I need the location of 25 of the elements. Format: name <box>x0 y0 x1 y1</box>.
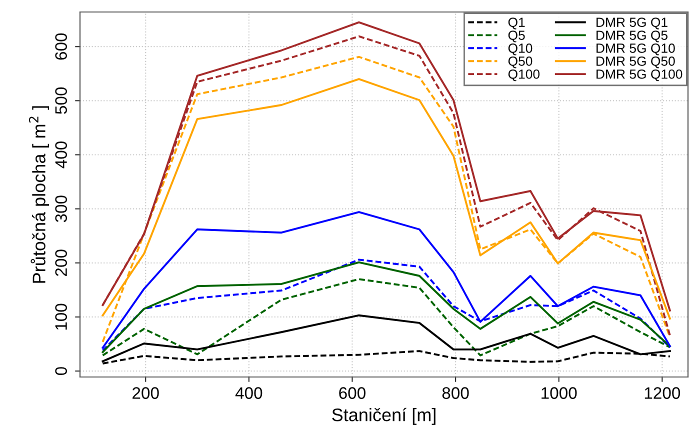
legend-label: Q1 <box>508 18 525 30</box>
legend-label: DMR 5G Q5 <box>596 30 668 42</box>
x-tick-label: 200 <box>132 387 159 399</box>
y-tick-label: 0 <box>55 367 67 376</box>
x-axis-title: Staničení [m] <box>332 408 436 425</box>
legend-label: Q50 <box>508 56 532 68</box>
x-tick-label: 1000 <box>542 387 577 399</box>
legend-label: Q10 <box>508 44 532 56</box>
x-tick-label: 1200 <box>644 387 680 399</box>
legend-label: Q100 <box>508 69 540 82</box>
y-tick-label: 200 <box>55 250 67 276</box>
y-tick-label: 400 <box>55 142 67 168</box>
y-tick-label: 600 <box>55 33 67 60</box>
x-tick-label: 800 <box>442 387 469 399</box>
y-axis-title: Průtočná plocha [ m$^{2}$ ] <box>28 106 49 283</box>
y-tick-label: 100 <box>55 304 67 330</box>
x-tick-label: 400 <box>235 387 262 399</box>
legend-label: DMR 5G Q1 <box>596 18 668 30</box>
x-tick-label: 600 <box>339 387 366 399</box>
legend-label: DMR 5G Q50 <box>596 56 675 68</box>
y-tick-label: 300 <box>55 196 67 222</box>
legend-label: Q5 <box>508 30 525 42</box>
legend-label: DMR 5G Q100 <box>596 69 682 82</box>
y-tick-label: 500 <box>55 87 67 114</box>
legend-label: DMR 5G Q10 <box>596 44 675 56</box>
